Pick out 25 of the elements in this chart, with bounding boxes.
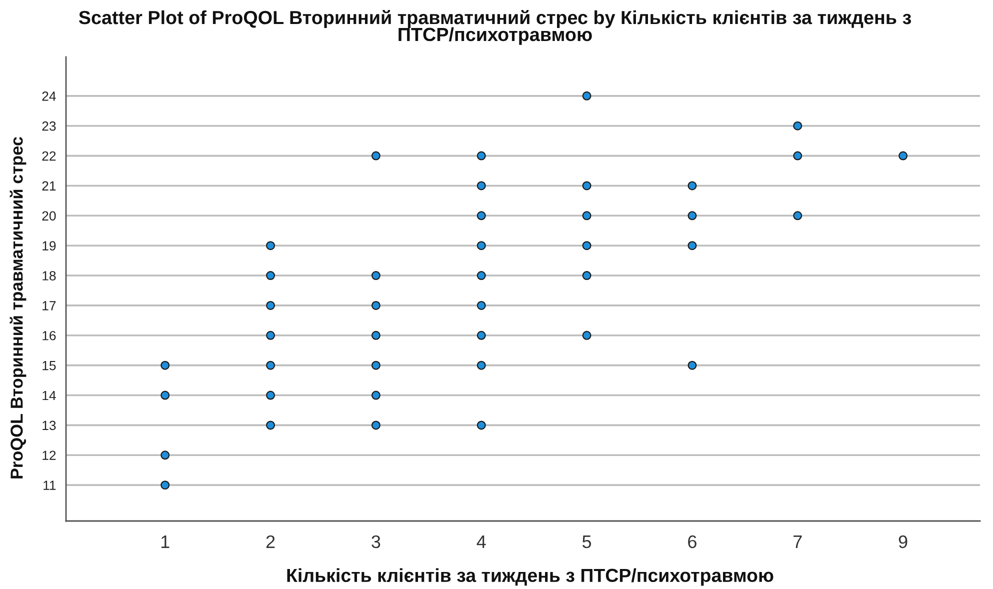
y-tick-label: 15: [42, 361, 56, 370]
x-tick-label: 7: [794, 536, 802, 548]
x-tick-label: 6: [688, 535, 696, 548]
y-tick-label: 13: [42, 420, 56, 430]
x-tick-label: 9: [898, 535, 908, 548]
y-tick-label: 19: [42, 241, 56, 251]
y-tick-label: 17: [42, 301, 56, 310]
chart-title: Scatter Plot of ProQOL Вторинний травматичний стрес by Кількість клієнтів за тиждень з ПТСР/психотравмою: [78, 10, 912, 45]
y-tick-label: 21: [42, 181, 56, 191]
x-tick-label: 3: [372, 535, 380, 548]
y-tick-label: 20: [42, 211, 56, 221]
y-tick-label: 18: [42, 271, 56, 280]
y-tick-label: 11: [44, 480, 56, 490]
y-axis-title: ProQOL Вторинний травматичний стрес: [10, 136, 26, 478]
y-tick-label: 16: [42, 330, 56, 340]
x-tick-label: 5: [582, 536, 592, 548]
y-tick-label: 23: [42, 121, 56, 131]
y-tick-label: 12: [42, 450, 56, 460]
y-tick-label: 22: [42, 151, 56, 161]
x-tick-label: 4: [476, 536, 486, 548]
x-tick-label: 2: [266, 535, 275, 548]
x-tick-label: 1: [161, 536, 170, 548]
y-tick-label: 14: [42, 390, 56, 400]
y-tick-label: 24: [42, 91, 56, 101]
x-axis-title: Кількість клієнтів за тиждень з ПТСР/психотравмою: [287, 568, 774, 586]
